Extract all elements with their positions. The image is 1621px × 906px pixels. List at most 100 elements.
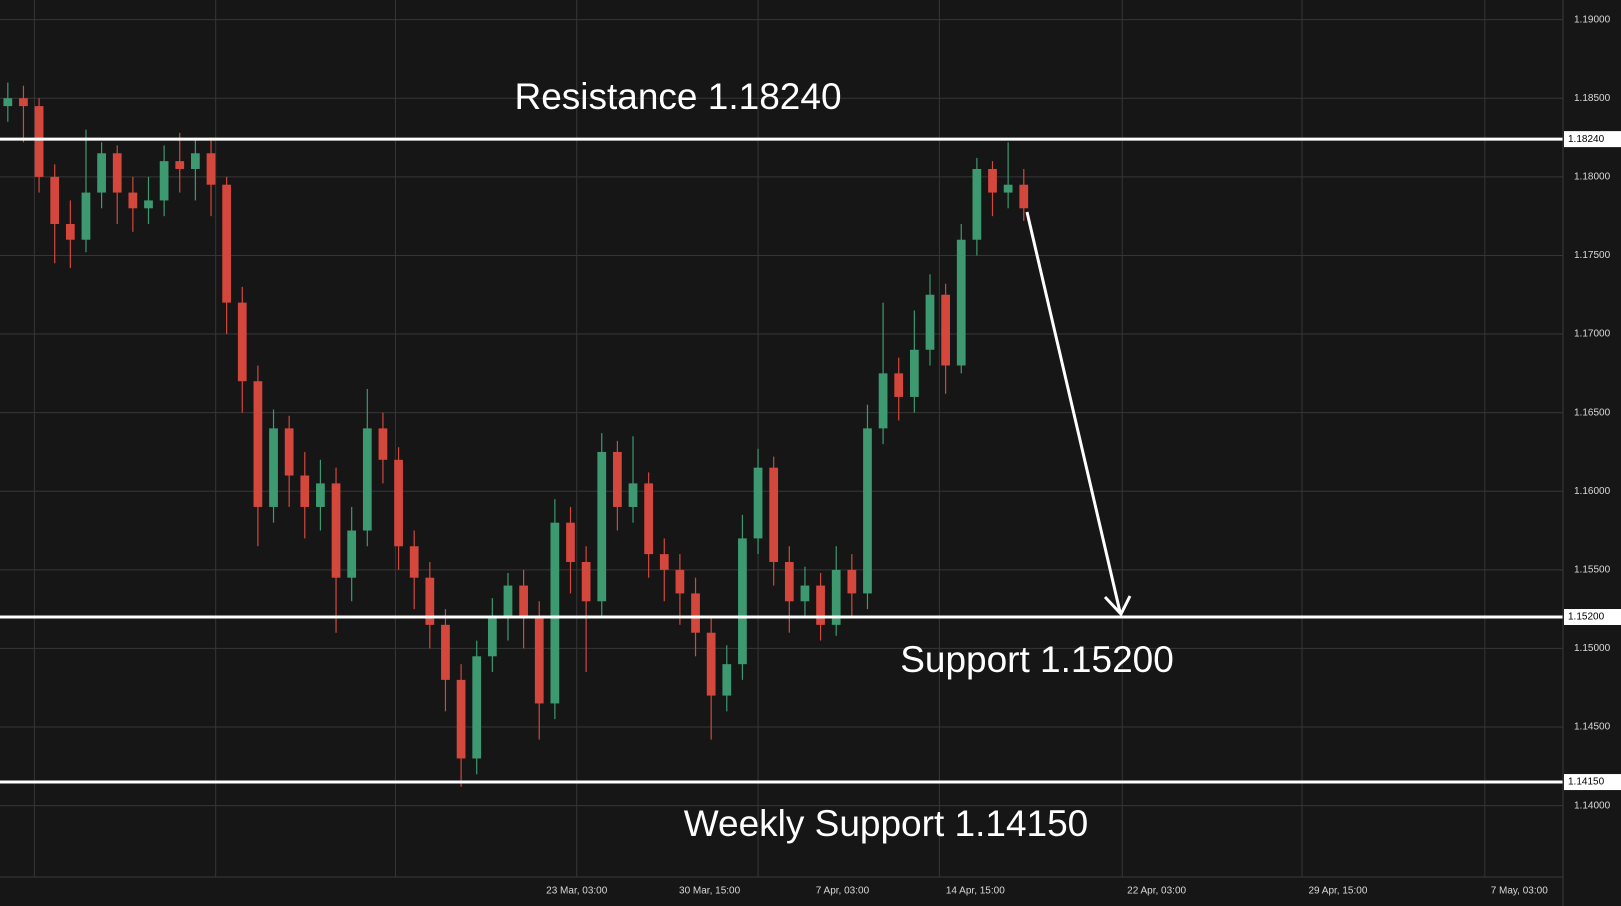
x-tick-label: 23 Mar, 03:00 bbox=[546, 886, 608, 897]
candle-body bbox=[691, 593, 700, 633]
candle-body bbox=[34, 106, 44, 177]
candle-body bbox=[613, 451, 622, 507]
y-tick-label: 1.16500 bbox=[1574, 407, 1611, 418]
candle-body bbox=[863, 428, 872, 594]
candle-body bbox=[128, 192, 138, 209]
candle-body bbox=[378, 428, 388, 460]
candle-body bbox=[706, 632, 716, 696]
level-tag-label: 1.18240 bbox=[1568, 134, 1605, 145]
x-tick-label: 29 Apr, 15:00 bbox=[1308, 886, 1367, 897]
candle-body bbox=[159, 161, 169, 201]
candle-body bbox=[581, 561, 591, 602]
level-annotation: Weekly Support 1.14150 bbox=[684, 803, 1089, 844]
candle-body bbox=[534, 616, 544, 704]
candle-body bbox=[144, 200, 153, 209]
candle-body bbox=[972, 168, 982, 240]
candle-body bbox=[816, 585, 825, 625]
candle-body bbox=[550, 522, 560, 704]
candle-body bbox=[347, 530, 357, 578]
candle-body bbox=[441, 624, 450, 680]
x-tick-label: 22 Apr, 03:00 bbox=[1127, 886, 1186, 897]
candle-body bbox=[519, 585, 528, 617]
candle-body bbox=[206, 153, 216, 185]
candle-body bbox=[190, 153, 200, 169]
candle-body bbox=[769, 467, 779, 562]
level-tag bbox=[1564, 608, 1621, 625]
candle-body bbox=[50, 176, 60, 225]
candle-body bbox=[269, 428, 278, 507]
candle-body bbox=[1019, 184, 1029, 209]
candle-body bbox=[831, 569, 841, 625]
candle-body bbox=[503, 585, 513, 617]
candle-body bbox=[988, 168, 997, 193]
level-annotation: Resistance 1.18240 bbox=[514, 76, 841, 117]
y-tick-label: 1.17500 bbox=[1574, 250, 1611, 261]
candle-body bbox=[722, 664, 732, 696]
candle-body bbox=[331, 483, 341, 578]
y-tick-label: 1.16000 bbox=[1574, 486, 1611, 497]
x-tick-label: 14 Apr, 15:00 bbox=[946, 886, 1005, 897]
candle-body bbox=[487, 616, 497, 657]
axes: 1.19000 1.18500 1.18000 1.17500 1.17000 1.165… bbox=[546, 14, 1621, 897]
candle-body bbox=[956, 239, 966, 366]
candle-body bbox=[362, 428, 372, 531]
candle-body bbox=[19, 98, 28, 107]
candle-body bbox=[425, 577, 435, 625]
y-tick-label: 1.18500 bbox=[1574, 93, 1611, 104]
candle-body bbox=[894, 373, 904, 397]
candle-body bbox=[222, 184, 232, 303]
candle-body bbox=[472, 656, 482, 759]
y-tick-label: 1.19000 bbox=[1574, 14, 1611, 25]
level-annotation: Support 1.15200 bbox=[900, 639, 1174, 680]
candle-body bbox=[81, 192, 91, 240]
y-tick-label: 1.15000 bbox=[1574, 643, 1611, 654]
arrow-head bbox=[1103, 595, 1132, 617]
candle-body bbox=[909, 349, 919, 397]
candle-body bbox=[597, 451, 607, 602]
y-tick-label: 1.15500 bbox=[1574, 564, 1611, 575]
candle-body bbox=[800, 585, 810, 602]
candle-body bbox=[925, 294, 935, 350]
candle-body bbox=[112, 153, 122, 193]
candle-body bbox=[847, 569, 857, 594]
level-tag bbox=[1564, 131, 1621, 148]
arrow bbox=[1025, 211, 1132, 617]
level-tag bbox=[1564, 774, 1621, 791]
y-tick-label: 1.14500 bbox=[1574, 722, 1611, 733]
candle-body bbox=[3, 98, 13, 107]
y-tick-label: 1.18000 bbox=[1574, 171, 1611, 182]
candle-body bbox=[394, 459, 403, 547]
candle-body bbox=[738, 538, 747, 665]
candles bbox=[3, 82, 1029, 787]
candle-body bbox=[675, 569, 685, 594]
candle-body bbox=[300, 475, 310, 507]
candle-body bbox=[456, 679, 466, 759]
level-tag-label: 1.15200 bbox=[1568, 612, 1605, 623]
candle-body bbox=[753, 467, 763, 539]
candle-body bbox=[659, 554, 669, 570]
candle-body bbox=[878, 373, 888, 429]
x-tick-label: 30 Mar, 15:00 bbox=[679, 886, 741, 897]
arrow-shaft bbox=[1025, 211, 1122, 613]
y-tick-label: 1.17000 bbox=[1574, 329, 1611, 340]
candle-body bbox=[628, 483, 638, 507]
candle-body bbox=[409, 546, 419, 578]
levels: Resistance 1.18240 Support 1.15200 Weekly … bbox=[0, 76, 1563, 844]
level-tag-label: 1.14150 bbox=[1568, 777, 1605, 788]
candle-body bbox=[65, 224, 75, 240]
candle-body bbox=[97, 153, 106, 193]
x-tick-label: 7 May, 03:00 bbox=[1491, 886, 1549, 897]
candle-body bbox=[175, 161, 185, 169]
y-tick-label: 1.14000 bbox=[1574, 800, 1611, 811]
candle-body bbox=[316, 483, 325, 507]
candle-body bbox=[1003, 184, 1013, 193]
candle-body bbox=[566, 522, 575, 562]
candle-body bbox=[941, 294, 950, 366]
x-tick-label: 7 Apr, 03:00 bbox=[816, 886, 870, 897]
candle-body bbox=[253, 381, 263, 507]
candle-body bbox=[784, 561, 794, 602]
candle-body bbox=[284, 428, 294, 476]
candle-body bbox=[644, 483, 654, 555]
